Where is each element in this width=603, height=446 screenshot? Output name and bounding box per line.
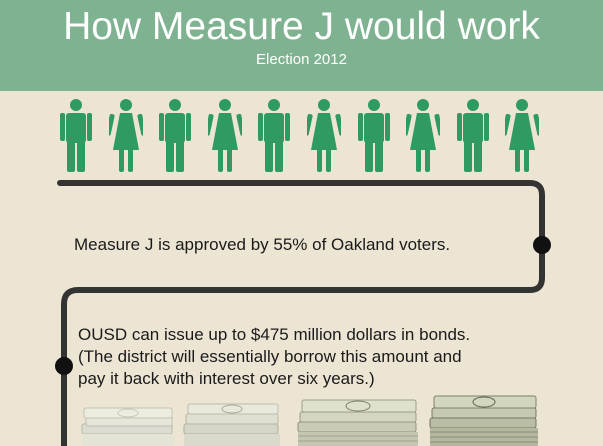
page-subtitle: Election 2012: [256, 51, 347, 68]
woman-icon: [505, 98, 539, 174]
man-icon: [257, 98, 291, 174]
man-icon: [59, 98, 93, 174]
woman-icon: [109, 98, 143, 174]
woman-icon: [208, 98, 242, 174]
money-stack-large-icon: [296, 394, 420, 446]
header-banner: How Measure J would work Election 2012: [0, 0, 603, 91]
man-icon: [357, 98, 391, 174]
man-icon: [456, 98, 490, 174]
timeline-dot-step-2: [55, 357, 73, 375]
voter-figures-row: [0, 98, 603, 174]
step-1-text: Measure J is approved by 55% of Oakland …: [74, 235, 451, 254]
step-2-text: OUSD can issue up to $475 million dollar…: [78, 325, 471, 388]
money-stack-medium-icon: [182, 394, 282, 446]
page-title: How Measure J would work: [63, 5, 540, 48]
woman-icon: [307, 98, 341, 174]
money-stack-largest-icon: [428, 394, 540, 446]
timeline-dot-step-1: [533, 236, 551, 254]
man-icon: [158, 98, 192, 174]
woman-icon: [406, 98, 440, 174]
money-stack-small-icon: [80, 394, 176, 446]
